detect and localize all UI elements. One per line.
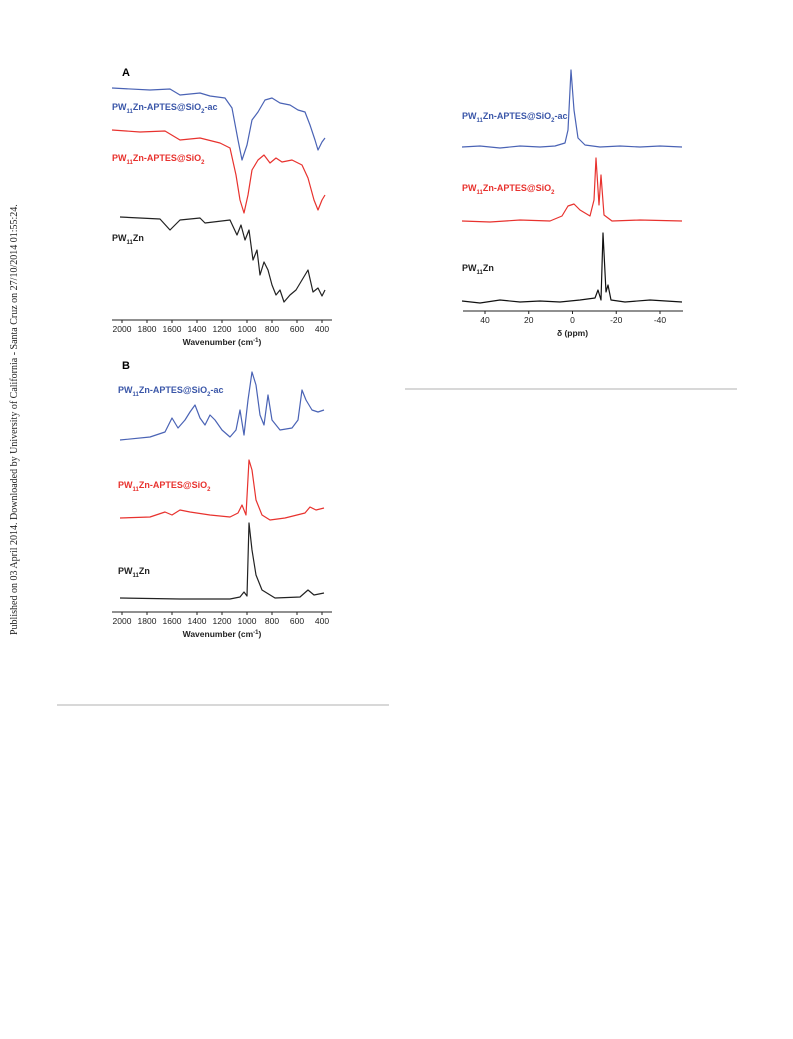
label-part: PW [118, 480, 133, 490]
subscript: 11 [127, 240, 134, 246]
x-tick-label: 2000 [113, 616, 132, 626]
x-tick-label: 400 [315, 616, 329, 626]
subscript: 2 [551, 190, 555, 196]
x-tick-label: 1600 [163, 324, 182, 334]
x-tick-label: 1000 [238, 324, 257, 334]
spectrum [461, 157, 683, 223]
x-tick-label: 1600 [163, 616, 182, 626]
x-tick-label: 600 [290, 324, 304, 334]
x-tick-label: -20 [610, 315, 623, 325]
panel-letter: B [122, 360, 130, 372]
spectrum [111, 129, 326, 214]
subscript: 2 [201, 109, 205, 115]
label: PW11Zn-APTES@SiO2-ac [462, 111, 567, 124]
subscript: 11 [133, 573, 140, 579]
spectrum [119, 522, 325, 600]
subscript: -1 [253, 338, 259, 344]
label-part: PW [112, 233, 127, 243]
label-part: PW [118, 566, 133, 576]
subscript: 11 [133, 487, 140, 493]
spectrum [119, 459, 325, 521]
x-tick-label: 1400 [188, 324, 207, 334]
subscript: 11 [127, 109, 134, 115]
x-tick-label: 1800 [138, 616, 157, 626]
label: PW11Zn-APTES@SiO2 [118, 480, 211, 493]
x-tick-label: 800 [265, 324, 279, 334]
side-note: Published on 03 April 2014. Downloaded b… [9, 204, 20, 635]
label-part: Zn [133, 233, 144, 243]
x-tick-label: 0 [570, 315, 575, 325]
x-axis-label: δ (ppm) [557, 328, 588, 338]
subscript: 11 [133, 392, 140, 398]
x-tick-label: 1200 [213, 616, 232, 626]
x-tick-label: 1800 [138, 324, 157, 334]
label-part: Zn [139, 566, 150, 576]
label-part: ) [259, 629, 262, 639]
label-part: Zn-APTES@SiO [139, 480, 207, 490]
label-part: PW [112, 153, 127, 163]
label-part: ) [259, 337, 262, 347]
label-part: PW [462, 111, 477, 121]
x-tick-label: -40 [654, 315, 667, 325]
spectrum [111, 87, 326, 161]
label-part: Wavenumber (cm [183, 337, 254, 347]
label-part: PW [462, 183, 477, 193]
label-part: -ac [554, 111, 567, 121]
label: PW11Zn [462, 263, 494, 276]
label-part: Zn-APTES@SiO [133, 102, 201, 112]
spectrum [461, 69, 683, 149]
subscript: 11 [477, 270, 484, 276]
subscript: -1 [253, 630, 259, 636]
x-tick-label: 600 [290, 616, 304, 626]
label-part: -ac [204, 102, 217, 112]
x-tick-label: 400 [315, 324, 329, 334]
label: Wavenumber (cm-1) [183, 629, 262, 639]
label: PW11Zn-APTES@SiO2 [462, 183, 555, 196]
spectrum [461, 232, 683, 304]
x-tick-label: 1200 [213, 324, 232, 334]
figures: 2000 1800 1600 1400 1200 1000 800 600 400Wavenum… [112, 67, 683, 639]
subscript: 2 [207, 392, 211, 398]
label-part: -ac [210, 385, 223, 395]
x-tick-label: 20 [524, 315, 534, 325]
x-tick-label: 2000 [113, 324, 132, 334]
label-part: PW [118, 385, 133, 395]
spectrum [119, 216, 326, 303]
label-part: Zn-APTES@SiO [139, 385, 207, 395]
label: Wavenumber (cm-1) [183, 337, 262, 347]
label-part: Zn-APTES@SiO [133, 153, 201, 163]
label-part: Wavenumber (cm [183, 629, 254, 639]
spectrum [119, 371, 325, 441]
x-tick-label: 1000 [238, 616, 257, 626]
subscript: 11 [477, 118, 484, 124]
label: PW11Zn-APTES@SiO2-ac [112, 102, 217, 115]
subscript: 2 [201, 160, 205, 166]
x-tick-label: 1400 [188, 616, 207, 626]
x-tick-label: 40 [480, 315, 490, 325]
subscript: 2 [207, 487, 211, 493]
panel-letter: A [122, 67, 130, 79]
label: PW11Zn [118, 566, 150, 579]
label-part: PW [112, 102, 127, 112]
subscript: 11 [477, 190, 484, 196]
label: PW11Zn-APTES@SiO2-ac [118, 385, 223, 398]
label-part: Zn-APTES@SiO [483, 183, 551, 193]
label: PW11Zn [112, 233, 144, 246]
subscript: 11 [127, 160, 134, 166]
label: PW11Zn-APTES@SiO2 [112, 153, 205, 166]
subscript: 2 [551, 118, 555, 124]
label-part: Zn-APTES@SiO [483, 111, 551, 121]
label-part: Zn [483, 263, 494, 273]
x-tick-label: 800 [265, 616, 279, 626]
label-part: PW [462, 263, 477, 273]
